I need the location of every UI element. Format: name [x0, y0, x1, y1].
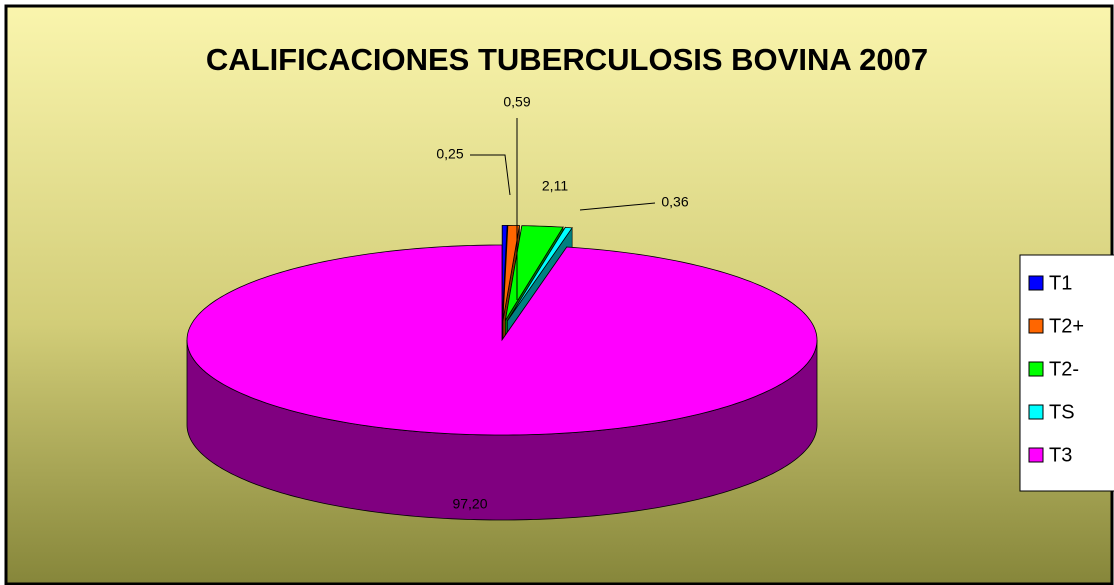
legend-label: T1 — [1049, 272, 1072, 294]
legend-swatch — [1028, 275, 1044, 291]
data-label: 0,25 — [436, 146, 463, 162]
data-label: 0,36 — [661, 194, 688, 210]
data-label: 2,11 — [542, 178, 568, 194]
leader-line — [470, 154, 511, 196]
slice — [504, 225, 564, 321]
pie: 0,25 0,59 2,11 0,36 97,20 — [186, 94, 818, 521]
legend-label: T2+ — [1049, 315, 1084, 337]
legend-swatch — [1028, 361, 1044, 377]
legend-swatch — [1028, 404, 1044, 420]
leader-line — [579, 202, 656, 211]
legend-label: T3 — [1049, 444, 1072, 466]
legend-swatch — [1028, 447, 1044, 463]
slice — [186, 244, 818, 436]
legend-swatch — [1028, 318, 1044, 334]
slice — [507, 226, 573, 321]
legend: T1 T2+ T2- TS T3 — [1019, 254, 1114, 492]
slice — [502, 225, 520, 321]
data-label: 0,59 — [503, 94, 530, 110]
data-label: 97,20 — [452, 496, 487, 512]
legend-label: TS — [1049, 401, 1075, 423]
legend-label: T2- — [1049, 358, 1079, 380]
chart-title: CALIFICACIONES TUBERCULOSIS BOVINA 2007 — [206, 42, 928, 77]
